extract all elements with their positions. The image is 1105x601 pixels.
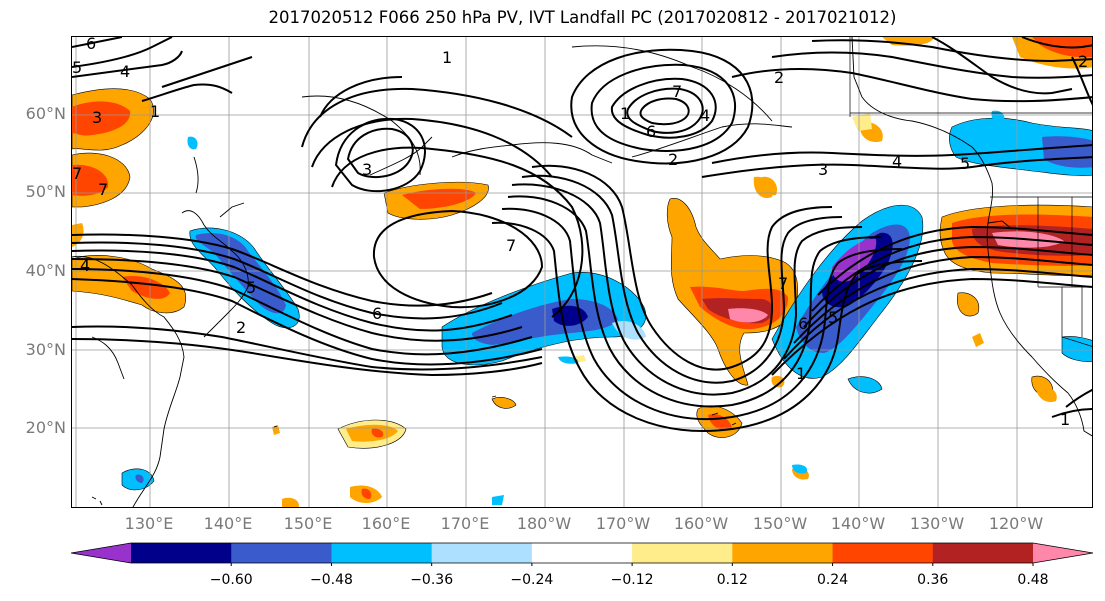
map-title: 2017020512 F066 250 hPa PV, IVT Landfall…	[268, 8, 897, 27]
contour-label: 7	[672, 82, 682, 101]
colorbar-segment	[231, 543, 332, 563]
pv-positive-shading	[72, 37, 1092, 507]
contour-labels: 6 5 4 3 7 1 3 7 4 1 2 6 7 1 4 2 2 3 4 5 …	[72, 37, 1088, 429]
colorbar-tick-label: −0.60	[209, 572, 253, 588]
map-canvas: 6 5 4 3 7 1 3 7 4 1 2 6 7 1 4 2 2 3 4 5 …	[72, 37, 1092, 507]
lon-label: 150°W	[752, 514, 808, 533]
colorbar-tick-label: 0.12	[716, 572, 748, 588]
lon-label: 160°E	[361, 514, 411, 533]
lon-label: 140°W	[830, 514, 886, 533]
lat-label: 60°N	[25, 104, 66, 123]
colorbar-outline	[71, 542, 1094, 564]
colorbar-tick-label: −0.12	[610, 572, 654, 588]
contour-label: 4	[120, 62, 130, 81]
contour-label: 1	[796, 364, 806, 383]
contour-label: 2	[236, 318, 246, 337]
colorbar-tick-label: 0.60	[1098, 572, 1105, 588]
colorbar-tick-label: −0.36	[410, 572, 454, 588]
contour-label: 5	[828, 308, 838, 327]
colorbar-tick-label: −0.48	[309, 572, 353, 588]
colorbar-extend-high	[1033, 543, 1093, 563]
contour-label: 2	[668, 150, 678, 169]
contour-label: 4	[892, 152, 902, 171]
contour-label: 1	[442, 48, 452, 67]
lon-label: 170°E	[440, 514, 490, 533]
contour-label: 4	[700, 106, 710, 125]
contour-label: 7	[506, 236, 516, 255]
colorbar-segment	[632, 543, 733, 563]
colorbar-segment	[531, 543, 633, 563]
colorbar-segment	[832, 543, 934, 563]
contour-label: 2	[774, 68, 784, 87]
lon-label: 120°W	[988, 514, 1044, 533]
contour-label: 6	[798, 314, 808, 333]
lon-label: 150°E	[283, 514, 333, 533]
contour-label: 1	[1060, 410, 1070, 429]
contour-label: 6	[646, 122, 656, 141]
colorbar-tick-label: −0.24	[510, 572, 554, 588]
pv-contours	[72, 37, 1092, 433]
colorbar-extend-low	[71, 543, 131, 563]
contour-label: 4	[80, 256, 90, 275]
colorbar-segment	[732, 543, 834, 563]
contour-label: 7	[778, 274, 788, 293]
contour-label: 1	[150, 102, 160, 121]
colorbar-segment	[331, 543, 433, 563]
pv-negative-shading	[121, 110, 1092, 505]
contour-label: 7	[72, 164, 82, 183]
lon-label: 130°W	[909, 514, 965, 533]
contour-label: 6	[372, 304, 382, 323]
lat-label: 40°N	[25, 261, 66, 280]
contour-label: 6	[86, 37, 96, 53]
lon-label: 160°W	[673, 514, 729, 533]
contour-label: 3	[818, 160, 828, 179]
contour-label: 1	[620, 104, 630, 123]
lat-label: 20°N	[25, 418, 66, 437]
lon-label: 170°W	[595, 514, 651, 533]
contour-label: 5	[72, 58, 82, 77]
contour-label: 3	[362, 160, 372, 179]
map-panel: 6 5 4 3 7 1 3 7 4 1 2 6 7 1 4 2 2 3 4 5 …	[71, 36, 1093, 508]
colorbar-segment	[932, 543, 1034, 563]
colorbar-segment	[431, 543, 533, 563]
lon-label: 130°E	[124, 514, 174, 533]
colorbar-tick-label: 0.48	[1017, 572, 1049, 588]
contour-label: 3	[92, 108, 102, 127]
lon-label: 140°E	[203, 514, 253, 533]
colorbar	[71, 542, 1094, 566]
colorbar-segment	[131, 543, 232, 563]
lon-label: 180°W	[516, 514, 572, 533]
colorbar-tick-label: 0.24	[816, 572, 849, 588]
contour-label: 2	[1078, 52, 1088, 71]
coastlines	[72, 37, 1092, 507]
contour-label: 7	[98, 180, 108, 199]
lat-label: 30°N	[25, 340, 66, 359]
colorbar-tick-label: 0.36	[917, 572, 949, 588]
contour-label: 5	[246, 278, 256, 297]
contour-label: 5	[960, 154, 970, 173]
lat-label: 50°N	[25, 182, 66, 201]
